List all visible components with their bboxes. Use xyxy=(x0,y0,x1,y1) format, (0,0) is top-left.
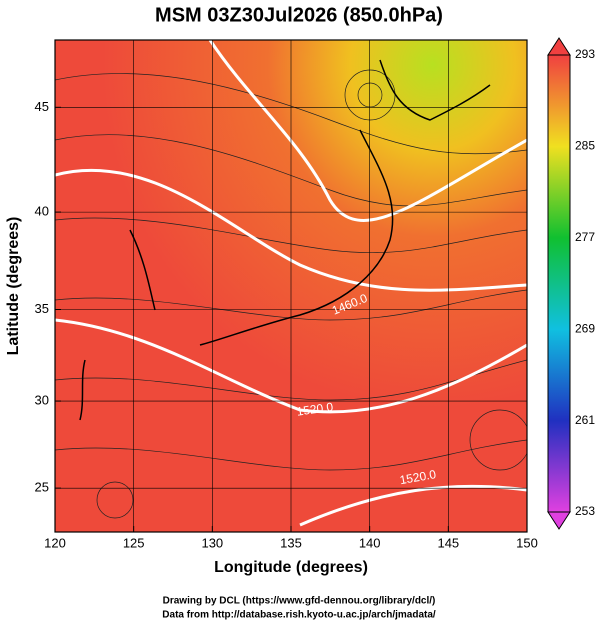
colorbar-tick-label: 261 xyxy=(575,413,595,427)
coastlines xyxy=(79,59,491,421)
graticule xyxy=(55,40,527,532)
colorbar-tick-label: 269 xyxy=(575,321,595,335)
x-tick-label: 145 xyxy=(437,535,459,550)
y-tick-label: 35 xyxy=(35,301,49,316)
colorbar-tick-label: 285 xyxy=(575,139,595,153)
map-field xyxy=(55,40,527,532)
y-tick-label: 25 xyxy=(35,480,49,495)
title: MSM 03Z30Jul2026 (850.0hPa) xyxy=(155,4,443,26)
x-tick-label: 125 xyxy=(123,535,145,550)
footer-line: Data from http://database.rish.kyoto-u.a… xyxy=(162,610,436,621)
footer-line: Drawing by DCL (https://www.gfd-dennou.o… xyxy=(163,596,436,607)
y-tick-label: 40 xyxy=(35,204,49,219)
contour-label: 1520.0 xyxy=(399,467,438,487)
x-tick-label: 130 xyxy=(201,535,223,550)
colorbar-tick-label: 277 xyxy=(575,230,595,244)
y-axis-label: Latitude (degrees) xyxy=(5,217,22,356)
colorbar xyxy=(547,54,571,513)
colorbar-over xyxy=(547,37,571,56)
colorbar-under xyxy=(547,511,571,530)
x-tick-label: 135 xyxy=(280,535,302,550)
y-tick-label: 45 xyxy=(35,99,49,114)
colorbar-tick-label: 293 xyxy=(575,47,595,61)
x-tick-label: 140 xyxy=(359,535,381,550)
x-tick-label: 150 xyxy=(516,535,538,550)
contour-label: 1520.0 xyxy=(296,400,335,419)
contours xyxy=(55,40,527,527)
colorbar-tick-label: 253 xyxy=(575,504,595,518)
y-tick-label: 30 xyxy=(35,393,49,408)
x-tick-label: 120 xyxy=(44,535,66,550)
x-axis-label: Longitude (degrees) xyxy=(214,559,368,576)
